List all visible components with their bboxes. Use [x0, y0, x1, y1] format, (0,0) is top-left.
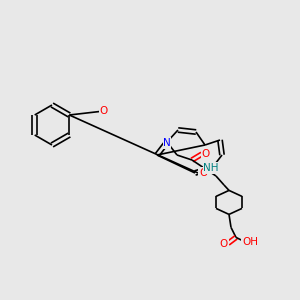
Text: O: O	[199, 168, 207, 178]
Text: NH: NH	[203, 163, 219, 173]
Text: OH: OH	[242, 237, 258, 248]
Text: O: O	[220, 239, 228, 249]
Text: O: O	[202, 149, 210, 159]
Text: N: N	[163, 138, 171, 148]
Text: O: O	[199, 168, 207, 178]
Text: O: O	[100, 106, 108, 116]
